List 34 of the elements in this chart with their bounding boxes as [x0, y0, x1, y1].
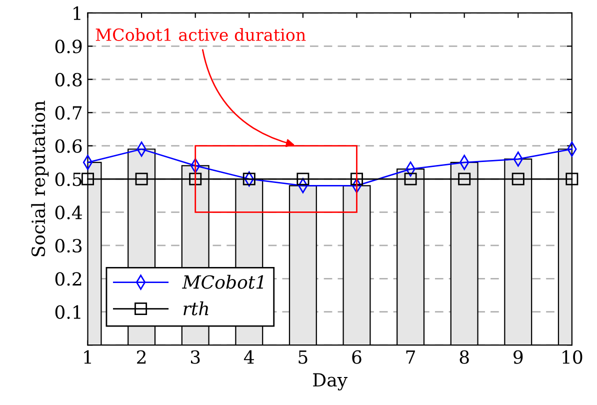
x-tick-label: 6	[352, 350, 362, 364]
x-tick-label: 5	[298, 350, 308, 364]
y-tick-label: 0.9	[55, 40, 82, 54]
y-tick-label: 0.4	[55, 206, 82, 220]
x-tick-label: 7	[406, 350, 415, 364]
y-tick-label: 1	[74, 6, 80, 20]
x-tick-label: 4	[244, 350, 254, 364]
x-tick-label: 10	[562, 350, 582, 364]
x-tick-label: 3	[190, 350, 200, 364]
legend-label: rth	[184, 301, 208, 316]
y-tick-label: 0.8	[55, 72, 82, 86]
y-tick-label: 0.3	[55, 238, 82, 253]
point	[135, 172, 148, 186]
y-tick-label: 0.5	[55, 172, 82, 186]
point	[350, 172, 363, 186]
point	[566, 172, 578, 186]
x-tick-label: 9	[514, 350, 523, 364]
y-tick-label: 0.6	[55, 139, 82, 153]
point	[458, 172, 471, 186]
point	[296, 172, 310, 186]
x-tick-label: 2	[137, 350, 146, 364]
y-axis-title: Social reputation	[31, 100, 49, 256]
y-tick-label: 0.1	[55, 305, 80, 319]
point	[82, 172, 94, 186]
x-axis-title: Day	[313, 373, 348, 390]
point	[512, 172, 524, 186]
y-tick-label: 0.2	[55, 272, 82, 286]
y-tick-label: 0.7	[55, 106, 82, 120]
legend-label: MCobot1	[182, 274, 264, 289]
x-tick-label: 1	[84, 350, 91, 364]
point	[189, 172, 202, 186]
annotation: MCobot1 active duration	[96, 28, 306, 42]
point	[404, 172, 417, 186]
x-tick-label: 8	[460, 350, 469, 364]
